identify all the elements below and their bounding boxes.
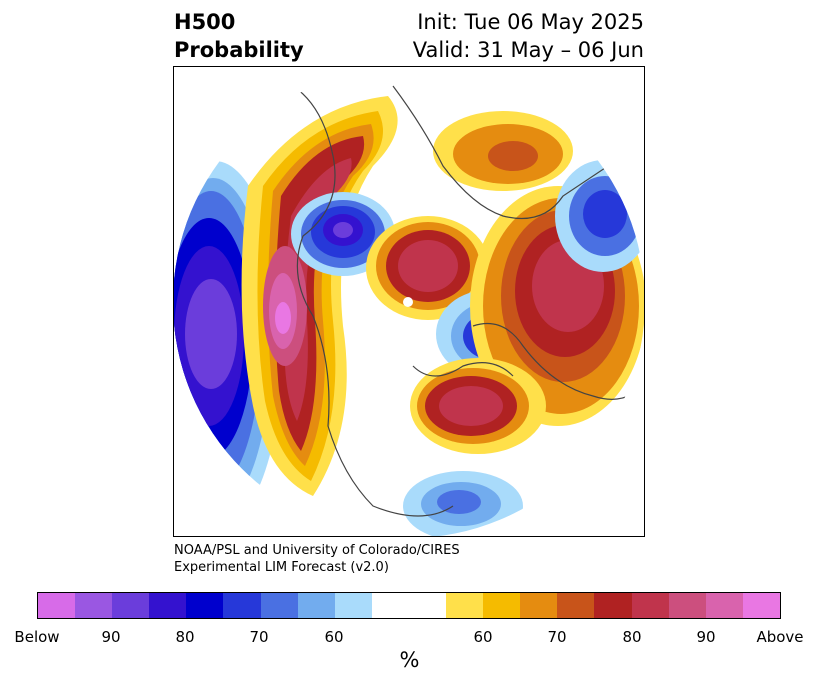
colorbar-tick-label: 70 bbox=[547, 628, 567, 646]
colorbar-segment bbox=[75, 593, 113, 618]
colorbar-segment bbox=[446, 593, 484, 618]
colorbar-tick-label: 90 bbox=[696, 628, 716, 646]
coastlines bbox=[292, 85, 644, 517]
colorbar-ticks: Below 90 80 70 60 60 70 80 90 Above bbox=[0, 628, 819, 648]
colorbar-segment bbox=[631, 593, 669, 618]
colorbar-segment bbox=[557, 593, 595, 618]
map-title: H500 Probability bbox=[174, 8, 304, 64]
valid-range: Valid: 31 May – 06 Jun bbox=[412, 38, 644, 62]
colorbar-segment bbox=[297, 593, 335, 618]
colorbar-tick-label: 60 bbox=[473, 628, 493, 646]
colorbar-segment bbox=[705, 593, 743, 618]
colorbar-segment bbox=[223, 593, 261, 618]
colorbar-segment bbox=[668, 593, 706, 618]
colorbar bbox=[37, 592, 781, 619]
probability-map bbox=[173, 66, 645, 537]
colorbar-segment bbox=[594, 593, 632, 618]
colorbar-segment bbox=[149, 593, 187, 618]
colorbar-unit: % bbox=[399, 648, 420, 672]
colorbar-tick-label: Above bbox=[756, 628, 804, 646]
colorbar-segment bbox=[112, 593, 150, 618]
colorbar-tick-label: Below bbox=[14, 628, 60, 646]
colorbar-segment bbox=[38, 593, 76, 618]
colorbar-segment bbox=[520, 593, 558, 618]
credit-line-2: Experimental LIM Forecast (v2.0) bbox=[174, 560, 389, 575]
colorbar-tick-label: 90 bbox=[101, 628, 121, 646]
colorbar-tick-label: 80 bbox=[175, 628, 195, 646]
field-label: H500 bbox=[174, 10, 236, 34]
forecast-dates: Init: Tue 06 May 2025 Valid: 31 May – 06… bbox=[413, 8, 644, 64]
product-label: Probability bbox=[174, 38, 304, 62]
anomaly-europe-above bbox=[410, 358, 546, 454]
colorbar-segment bbox=[371, 593, 409, 618]
credit-line-1: NOAA/PSL and University of Colorado/CIRE… bbox=[174, 543, 460, 558]
colorbar-segment bbox=[742, 593, 780, 618]
colorbar-tick-label: 70 bbox=[249, 628, 269, 646]
colorbar-tick-label: 60 bbox=[324, 628, 344, 646]
credit-text: NOAA/PSL and University of Colorado/CIRE… bbox=[174, 542, 460, 576]
anomaly-north-above bbox=[433, 111, 573, 191]
colorbar-tick-label: 80 bbox=[622, 628, 642, 646]
colorbar-segment bbox=[186, 593, 224, 618]
colorbar-segment bbox=[260, 593, 298, 618]
anomaly-west-america-above bbox=[241, 96, 398, 496]
anomaly-arctic-above bbox=[366, 216, 490, 320]
colorbar-segment bbox=[408, 593, 447, 618]
init-date: Init: Tue 06 May 2025 bbox=[417, 10, 644, 34]
colorbar-segment bbox=[334, 593, 372, 618]
colorbar-segment bbox=[483, 593, 521, 618]
